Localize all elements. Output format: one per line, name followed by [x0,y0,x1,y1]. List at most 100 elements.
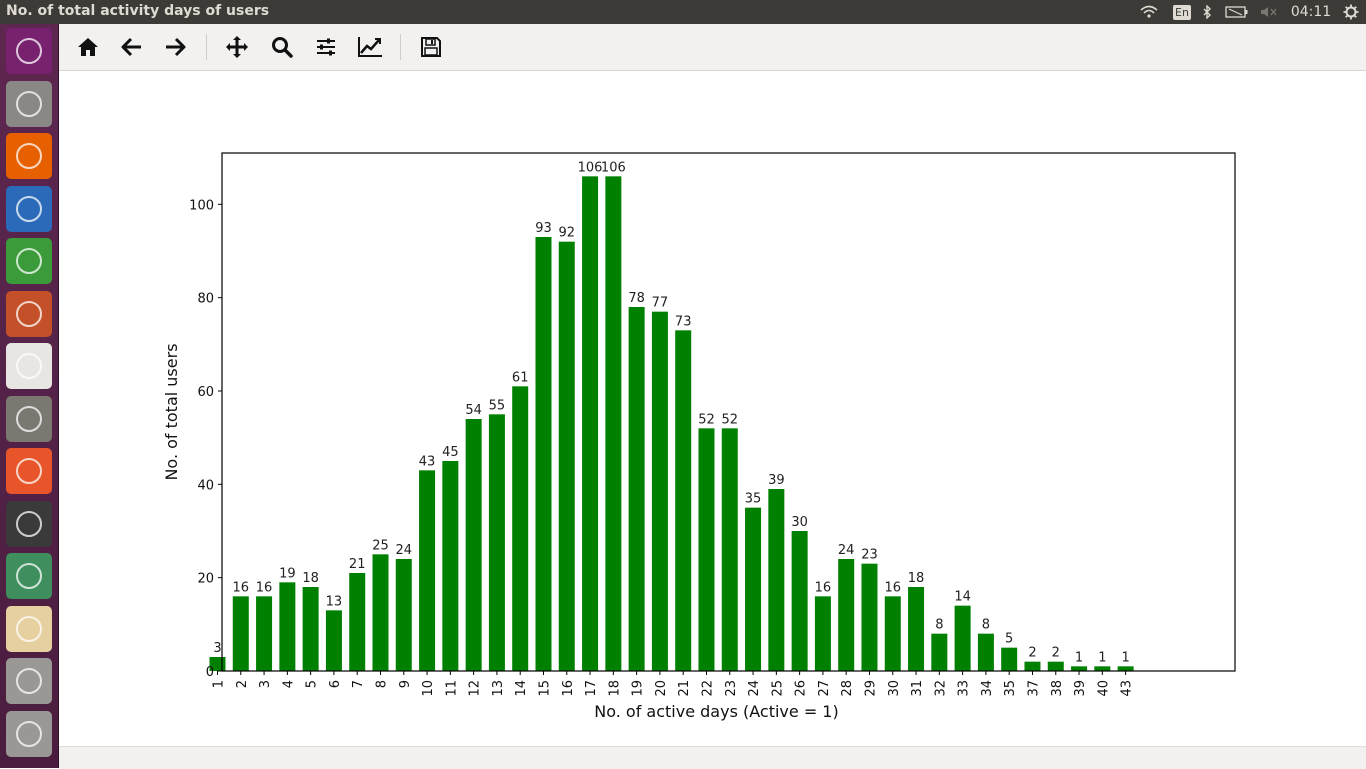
zoom-icon [272,37,293,58]
x-tick-label: 28 [840,680,855,697]
bar-value-label: 1 [1098,650,1106,665]
toolbar-separator [400,34,401,60]
launcher [0,24,59,768]
bar-value-label: 18 [908,571,925,586]
x-tick-label: 22 [700,680,715,697]
battery-icon[interactable] [1223,0,1251,24]
libreoffice-calc-icon [16,248,42,274]
x-tick-label: 38 [1050,680,1065,697]
bar-value-label: 13 [326,594,343,609]
bar-21 [675,330,692,671]
bar-43 [1117,666,1134,671]
forward-button[interactable] [158,31,192,63]
bar-24 [745,507,762,671]
system-menu-gear-icon[interactable] [1340,0,1362,24]
launcher-item-ubuntu-dash[interactable] [6,28,52,74]
bar-value-label: 45 [442,445,459,460]
x-tick-label: 20 [654,680,669,697]
launcher-item-libreoffice-impress[interactable] [6,290,52,337]
bar-value-label: 61 [512,370,529,385]
x-tick-label: 16 [561,680,576,697]
bar-8 [372,554,389,671]
bar-18 [605,176,622,671]
x-axis-ticks: 1 2 3 4 5 6 7 8 9 10 11 12 13 14 15 16 17 18 19 20 21 22 23 24 2… [212,671,1135,697]
bar-16 [558,241,575,671]
bar-value-label: 43 [419,454,436,469]
bar-23 [721,428,738,671]
x-tick-label: 17 [584,680,599,697]
back-button[interactable] [115,31,149,63]
software-center-icon [16,458,42,484]
bar-value-label: 16 [256,580,273,595]
launcher-item-firefox[interactable] [6,133,52,179]
bar-value-label: 39 [768,473,785,488]
zoom-button[interactable] [265,31,299,63]
x-tick-label: 26 [794,680,809,697]
bar-40 [1094,666,1111,671]
bar-value-label: 8 [935,618,943,633]
bar-19 [628,307,645,671]
bar-17 [582,176,599,671]
drive-icon [16,668,42,694]
bluetooth-icon[interactable] [1198,0,1216,24]
x-tick-label: 1 [212,680,227,688]
bar-4 [279,582,296,671]
clock[interactable]: 04:11 [1290,4,1332,20]
volume-muted-icon[interactable] [1258,0,1280,24]
firefox-icon [16,143,42,169]
launcher-item-software-center[interactable] [6,448,52,494]
matplotlib-figure-icon [16,615,42,642]
status-bar [59,746,1366,769]
bar-value-label: 106 [578,160,603,175]
bar-value-label: 77 [652,296,669,311]
bar-value-label: 16 [815,580,832,595]
x-tick-label: 40 [1096,680,1111,697]
launcher-item-drive[interactable] [6,710,52,757]
launcher-item-amazon[interactable] [6,343,52,389]
x-tick-label: 2 [235,680,250,688]
bar-28 [838,559,855,671]
launcher-item-libreoffice-writer[interactable] [6,185,52,232]
bar-value-label: 52 [698,412,715,427]
save-button[interactable] [414,31,448,63]
launcher-item-atom-editor[interactable] [6,553,52,599]
keyboard-layout-indicator[interactable]: En [1172,0,1192,24]
amazon-icon [16,353,42,379]
x-tick-label: 7 [351,680,366,688]
x-tick-label: 43 [1120,680,1135,697]
bar-value-label: 5 [1005,632,1013,647]
terminal-icon [16,510,42,537]
save-icon [421,37,441,57]
x-tick-label: 8 [374,680,389,688]
launcher-item-libreoffice-calc[interactable] [6,238,52,284]
launcher-item-matplotlib-figure[interactable] [6,605,52,652]
x-tick-label: 13 [491,680,506,697]
bar-33 [954,605,971,671]
y-axis-ticks: 0 20 40 60 80 100 [189,198,222,680]
x-tick-label: 33 [957,680,972,697]
bar-6 [325,610,342,671]
launcher-item-system-settings[interactable] [6,395,52,442]
x-tick-label: 11 [444,680,459,697]
x-tick-label: 27 [817,680,832,697]
launcher-item-files[interactable] [6,80,52,127]
x-axis-label: No. of active days (Active = 1) [594,702,838,721]
bar-5 [302,587,319,671]
configure-subplots-button[interactable] [309,31,343,63]
wifi-icon[interactable] [1138,0,1160,24]
x-tick-label: 15 [537,680,552,697]
bar-value-label: 24 [838,543,855,558]
bar-series [209,176,1134,671]
launcher-item-drive[interactable] [6,658,52,704]
window-title: No. of total activity days of users [6,3,270,19]
home-button[interactable] [71,31,105,63]
pan-button[interactable] [220,31,254,63]
bar-value-label: 25 [372,538,389,553]
x-tick-label: 10 [421,680,436,697]
bar-3 [256,596,273,671]
bar-39 [1071,666,1088,671]
x-tick-label: 31 [910,680,925,697]
edit-axis-button[interactable] [353,31,387,63]
launcher-item-terminal[interactable] [6,500,52,547]
